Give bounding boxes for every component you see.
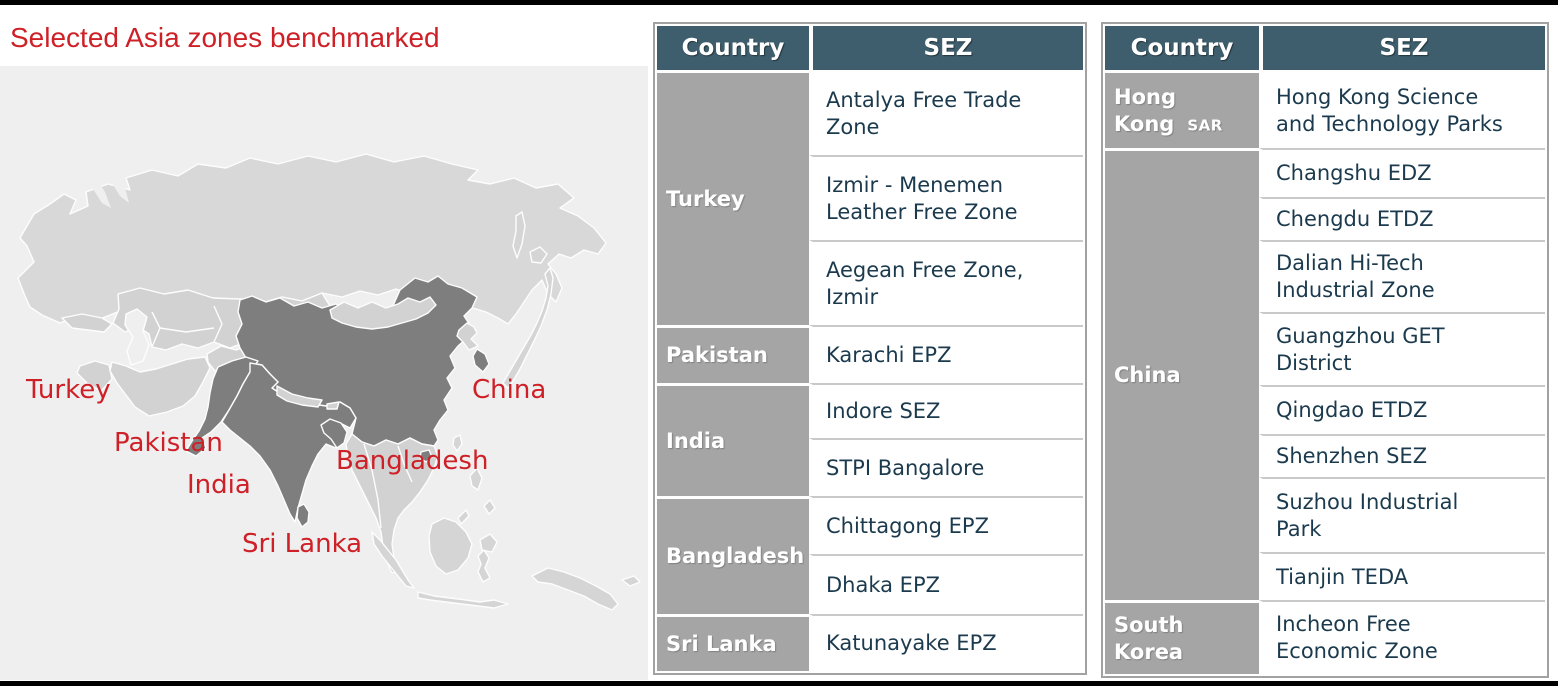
sez-cell: Antalya Free Trade Zone [809,70,1083,155]
sez-cell: Chengdu ETDZ [1259,197,1545,240]
country-cell-sri-lanka: Sri Lanka [657,614,809,671]
sez-cell: Dalian Hi-Tech Industrial Zone [1259,240,1545,312]
map-label-sri-lanka: Sri Lanka [242,529,363,559]
sez-cell: Tianjin TEDA [1259,552,1545,600]
map-japan [502,267,554,389]
asia-map: Turkey Pakistan India Sri Lanka Banglade… [0,66,648,680]
header-sez: SEZ [809,26,1083,70]
sez-cell: Incheon Free Economic Zone [1259,600,1545,674]
top-frame-bar [0,0,1558,5]
sez-cell: Qingdao ETDZ [1259,385,1545,434]
country-cell-bangladesh: Bangladesh [657,496,809,614]
sez-cell: Izmir - Menemen Leather Free Zone [809,155,1083,240]
sez-cell: Suzhou Industrial Park [1259,477,1545,552]
sez-cell: Aegean Free Zone, Izmir [809,240,1083,325]
sez-cell: Hong Kong Science and Technology Parks [1259,70,1545,148]
map-mongolia [329,296,437,330]
sez-cell: Karachi EPZ [809,325,1083,383]
sez-cell: Indore SEZ [809,383,1083,438]
bottom-frame-bar [0,681,1558,686]
sez-cell: Changshu EDZ [1259,148,1545,197]
sez-cell: Shenzhen SEZ [1259,434,1545,477]
sez-cell: Guangzhou GET District [1259,312,1545,385]
map-label-china: China [472,375,547,405]
map-south-korea [472,348,490,373]
map-bangladesh [320,418,348,449]
country-cell-china: China [1105,148,1259,600]
map-label-turkey: Turkey [26,375,111,405]
country-cell-hong-kong: Hong Kong SAR [1105,70,1259,148]
map-sri-lanka [296,503,310,528]
header-country: Country [1105,26,1259,70]
map-new-guinea [531,567,619,611]
country-cell-turkey: Turkey [657,70,809,325]
country-cell-india: India [657,383,809,496]
map-label-india: India [187,470,251,500]
sez-cell: STPI Bangalore [809,438,1083,496]
map-north-korea [456,322,479,351]
map-label-pakistan: Pakistan [114,428,223,458]
header-sez: SEZ [1259,26,1545,70]
sez-cell: Katunayake EPZ [809,614,1083,671]
sez-table-east-asia: Country SEZ Hong Kong SAR Hong Kong Scie… [1101,22,1549,678]
country-cell-south-korea: South Korea [1105,600,1259,674]
sez-cell: Dhaka EPZ [809,554,1083,614]
country-cell-pakistan: Pakistan [657,325,809,383]
sez-cell: Chittagong EPZ [809,496,1083,554]
header-country: Country [657,26,809,70]
asia-map-svg [17,153,641,611]
map-label-bangladesh: Bangladesh [336,446,489,476]
sar-suffix: SAR [1187,116,1223,135]
map-iran [109,356,211,417]
page-title: Selected Asia zones benchmarked [10,22,440,53]
sez-table-west-asia: Country SEZ Turkey Antalya Free Trade Zo… [653,22,1087,675]
map-indochina [345,433,439,574]
